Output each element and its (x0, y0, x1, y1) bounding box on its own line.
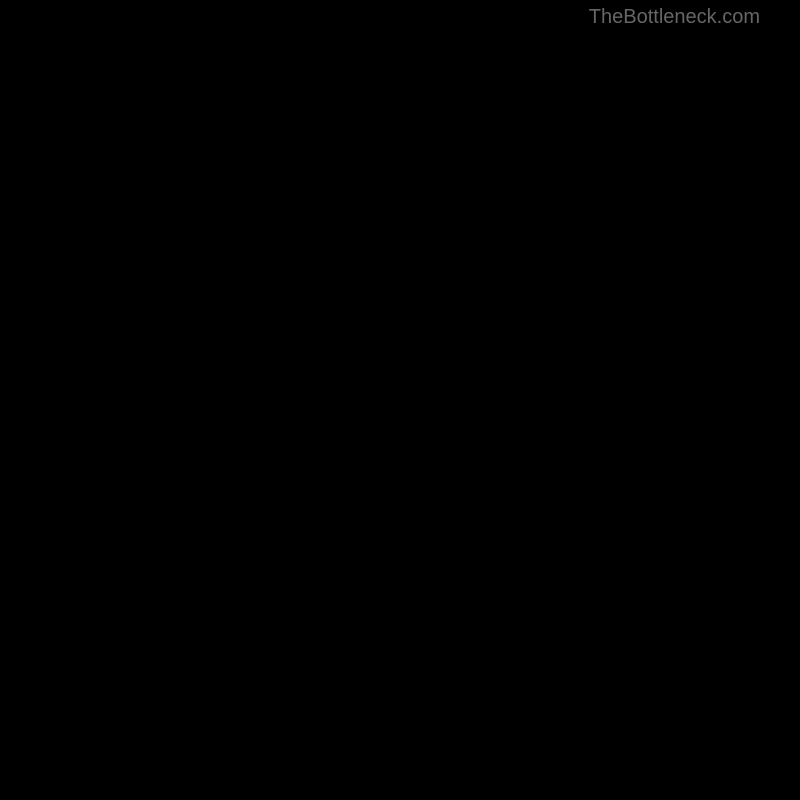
heatmap-plot-area (40, 30, 760, 750)
crosshair-vertical (40, 30, 41, 750)
watermark-text: TheBottleneck.com (589, 6, 760, 29)
heatmap-canvas (40, 30, 760, 750)
